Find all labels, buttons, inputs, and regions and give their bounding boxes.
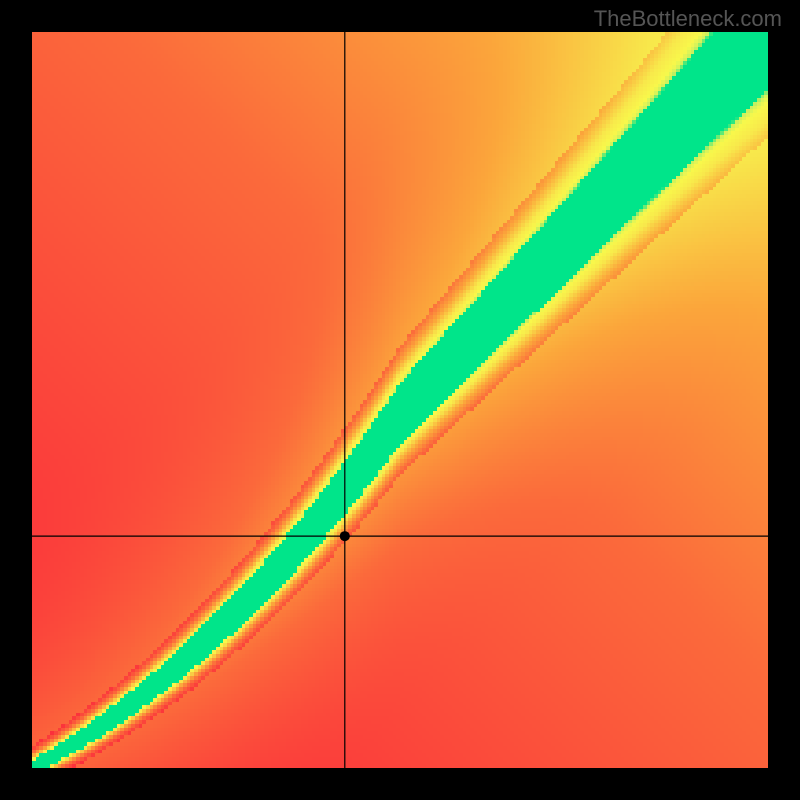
chart-container: TheBottleneck.com xyxy=(0,0,800,800)
bottleneck-heatmap xyxy=(0,0,800,800)
watermark-text: TheBottleneck.com xyxy=(594,6,782,32)
